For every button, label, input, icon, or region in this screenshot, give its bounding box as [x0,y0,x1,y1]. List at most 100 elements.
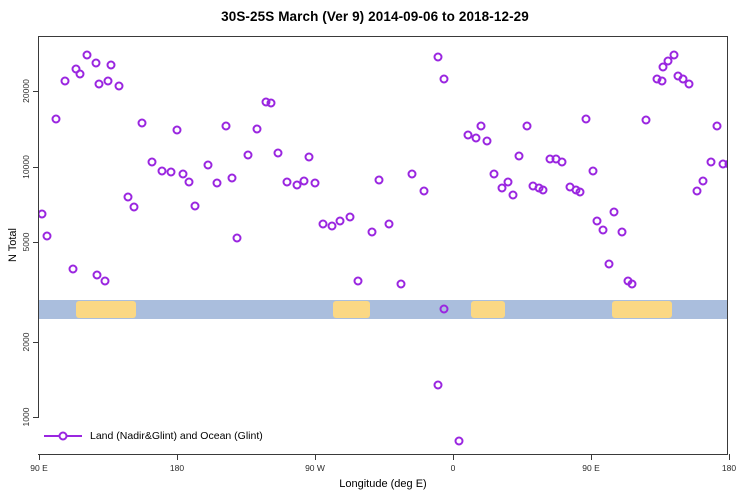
data-point [522,121,532,131]
data-point [184,177,194,187]
y-tick-2000 [33,341,39,343]
data-point [724,159,727,169]
data-point [604,259,614,269]
data-point [374,175,384,184]
land-surface-band-3 [612,300,673,318]
plot-area [39,37,727,454]
data-point [514,151,524,161]
data-point [91,58,101,68]
data-point [657,76,667,86]
land-surface-band-2 [471,300,506,318]
y-tick-label-10000: 10000 [21,155,31,179]
x-tick-5 [729,454,730,460]
data-point [68,264,78,274]
data-point [92,270,102,280]
y-tick-label-5000: 5000 [21,232,31,252]
legend-marker-icon [44,430,82,442]
data-point [172,125,182,135]
data-point [669,50,679,60]
data-point [419,186,429,196]
data-point [627,279,637,289]
data-point [367,227,377,237]
data-point [345,212,355,222]
data-point [439,74,449,84]
y-tick-label-1000: 1000 [21,407,31,427]
data-point [396,279,406,289]
x-tick-label-4: 90 E [582,463,600,473]
data-point [439,304,449,314]
y-tick-label-20000: 20000 [21,79,31,104]
data-point [497,183,507,193]
data-point [103,76,113,86]
x-tick-label-2: 90 W [305,463,325,473]
data-point [147,157,157,167]
data-point [82,50,92,60]
data-point [39,209,47,219]
data-point [678,74,688,84]
y-axis-label-text: N Total [7,228,19,263]
x-tick-2 [315,454,316,460]
data-point [157,166,167,176]
data-point [407,169,417,179]
y-tick-1000 [33,417,39,419]
data-point [310,178,320,188]
data-point [489,169,499,179]
data-point [221,121,231,131]
data-point [123,192,133,202]
data-point [609,207,619,217]
data-point [557,157,567,167]
data-point [575,187,585,197]
data-point [106,60,116,70]
data-point [292,180,302,189]
legend-circle-icon [58,431,68,441]
y-tick-label-2000: 2000 [21,332,31,352]
data-point [538,185,548,195]
data-point [203,160,213,170]
data-point [114,81,124,91]
data-point [592,216,602,226]
data-point [503,177,513,187]
plot-frame: 1000 2000 5000 10000 20000 90 E 180 90 W 0 90 E 18… [21,36,736,473]
data-point [299,176,309,186]
data-point [706,157,716,167]
data-point [71,64,81,74]
data-point [166,167,176,177]
x-tick-1 [177,454,178,460]
land-surface-band-1 [333,300,371,318]
data-point [433,380,443,390]
data-point [100,276,110,286]
data-point [94,79,104,89]
y-tick-20000 [33,91,39,93]
data-point [227,173,237,183]
legend: Land (Nadir&Glint) and Ocean (Glint) [38,418,298,454]
data-point [617,227,627,237]
data-point [482,136,492,146]
data-point [588,166,598,176]
data-point [433,52,443,62]
x-tick-label-5: 180 [721,463,737,473]
data-point [353,276,363,286]
data-point [75,69,85,79]
data-point [698,176,708,186]
legend-label: Land (Nadir&Glint) and Ocean (Glint) [90,430,263,442]
ocean-surface-band [39,299,727,319]
data-point [327,221,337,231]
y-tick-5000 [33,242,39,244]
data-point [252,124,262,134]
data-point [335,216,345,226]
y-axis-label: N Total [6,36,20,455]
data-point [658,62,668,72]
data-point [508,190,518,200]
data-point [137,118,147,128]
y-tick-10000 [33,166,39,168]
data-point [581,114,591,124]
data-point [282,177,292,187]
data-point [476,121,486,131]
data-point [384,219,394,229]
x-tick-label-0: 90 E [30,463,48,473]
data-point [304,152,314,162]
data-point [212,178,222,188]
data-point [712,121,722,131]
data-point [266,98,276,108]
